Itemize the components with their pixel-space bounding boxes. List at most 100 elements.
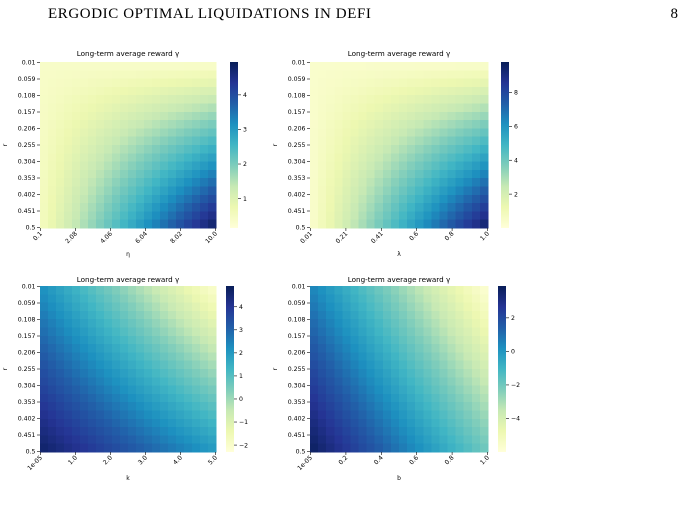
heatmap-cell [358, 385, 368, 395]
heatmap-cell [112, 435, 121, 445]
heatmap-cell [358, 186, 368, 196]
heatmap-cell [342, 128, 352, 138]
heatmap-cell [382, 219, 392, 229]
heatmap-cell [455, 418, 465, 428]
heatmap-cell [168, 443, 177, 453]
heatmap-cell [128, 427, 137, 436]
heatmap-cell [200, 319, 209, 329]
heatmap-cell [415, 78, 424, 88]
heatmap-cell [390, 62, 400, 71]
y-tick-label: 0.157 [18, 109, 36, 116]
heatmap-cell [358, 78, 368, 88]
heatmap-cell [399, 294, 408, 304]
heatmap-cell [184, 427, 193, 436]
heatmap-cell [136, 111, 145, 121]
heatmap-cell [318, 153, 327, 163]
heatmap-cell [168, 435, 177, 445]
heatmap-cell [382, 161, 392, 171]
heatmap-cell [407, 310, 416, 320]
heatmap-cell [88, 120, 97, 129]
heatmap-cell [208, 211, 217, 221]
heatmap-cell [64, 402, 73, 412]
heatmap-cell [88, 327, 97, 337]
heatmap-cell [128, 62, 137, 71]
colorbar-tick-label: 1 [239, 373, 243, 380]
heatmap-cell [152, 443, 161, 453]
heatmap-cell [72, 120, 81, 129]
heatmap-cell [390, 211, 400, 221]
heatmap-cell [88, 302, 97, 312]
heatmap-cell [431, 393, 441, 403]
heatmap-cell [200, 62, 209, 71]
heatmap-cell [120, 153, 129, 163]
heatmap-cell [48, 427, 57, 436]
heatmap-cell [471, 62, 481, 71]
heatmap-panel-1: Long-term average reward γ0.010.0590.108… [2, 49, 247, 258]
y-tick-label: 0.402 [288, 192, 306, 199]
heatmap-cell [128, 418, 137, 428]
heatmap-cell [160, 327, 169, 337]
y-tick-label: 0.5 [26, 449, 36, 456]
heatmap-cell [56, 294, 65, 304]
heatmap-cell [88, 203, 97, 212]
heatmap-cell [184, 211, 193, 221]
heatmap-cell [64, 219, 73, 229]
heatmap-cell [208, 352, 217, 362]
heatmap-cell [366, 86, 376, 96]
heatmap-cell [334, 286, 343, 295]
heatmap-cell [423, 145, 432, 154]
heatmap-cell [390, 319, 400, 329]
heatmap-cell [479, 369, 489, 378]
heatmap-cell [96, 360, 105, 370]
heatmap-cell [80, 145, 89, 154]
heatmap-cell [342, 427, 352, 436]
heatmap-cell [447, 186, 457, 196]
heatmap-cell [136, 286, 145, 295]
heatmap-cell [48, 219, 57, 229]
heatmap-cell [310, 402, 319, 412]
heatmap-cell [447, 344, 457, 353]
heatmap-cell [382, 62, 392, 71]
heatmap-cell [120, 103, 129, 113]
heatmap-cell [334, 310, 343, 320]
heatmap-cell [407, 203, 416, 212]
heatmap-cell [423, 86, 432, 96]
heatmap-cell [200, 377, 209, 387]
y-axis-label: r [2, 367, 9, 370]
heatmap-cell [72, 377, 81, 387]
heatmap-cell [40, 161, 49, 171]
heatmap-cell [80, 95, 89, 105]
heatmap-cell [439, 418, 449, 428]
heatmap-cell [160, 145, 169, 154]
heatmap-cell [374, 86, 384, 96]
heatmap-cell [439, 128, 449, 138]
heatmap-cell [136, 294, 145, 304]
heatmap-cell [64, 327, 73, 337]
heatmap-cell [350, 128, 360, 138]
heatmap-cell [334, 194, 343, 204]
heatmap-cell [56, 335, 65, 345]
heatmap-cell [479, 402, 489, 412]
page-number: 8 [670, 6, 679, 22]
heatmap-cell [208, 186, 217, 196]
truncated-text-line [0, 500, 685, 514]
heatmap-cell [471, 103, 481, 113]
chart-title: Long-term average reward γ [348, 49, 451, 58]
heatmap-cell [471, 95, 481, 105]
heatmap-cell [310, 360, 319, 370]
heatmap-cell [318, 186, 327, 196]
heatmap-cell [72, 103, 81, 113]
heatmap-cell [334, 443, 343, 453]
heatmap-cell [152, 128, 161, 138]
y-tick-label: 0.304 [18, 383, 36, 390]
heatmap-cell [382, 402, 392, 412]
heatmap-cell [72, 410, 81, 420]
heatmap-cell [176, 111, 185, 121]
heatmap-cell [358, 344, 368, 353]
heatmap-cell [128, 385, 137, 395]
heatmap-cell [382, 70, 392, 80]
heatmap-cell [479, 427, 489, 436]
heatmap-cell [455, 393, 465, 403]
heatmap-cell [366, 95, 376, 105]
colorbar-tick-label: 4 [514, 157, 518, 164]
